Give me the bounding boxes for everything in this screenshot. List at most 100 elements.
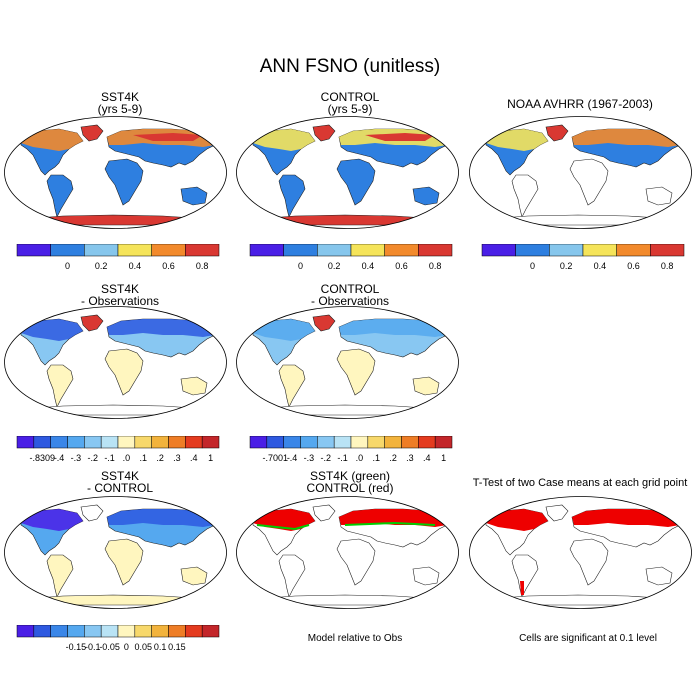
colorbar-tick-label: 0.2: [328, 261, 341, 271]
landmass-australia: [180, 376, 208, 396]
colorbar-swatch: [266, 436, 284, 449]
colorbar-tick-label: .3: [173, 453, 181, 463]
colorbar-tick-label: -.4: [54, 453, 65, 463]
panel-title-line: SST4K: [100, 282, 139, 296]
significant-cells-namerica: [486, 509, 548, 531]
panel-title-line: SST4K: [100, 90, 139, 104]
colorbar-tick-label: 1: [441, 453, 446, 463]
colorbar-swatch: [16, 244, 51, 257]
landmass-samerica: [278, 554, 306, 598]
landmass-greenland: [80, 314, 104, 332]
colorbar-sst4k-minus-control: -0.15-0.1-0.05 0 0.05 0.1 0.15: [16, 625, 220, 652]
colorbar-tick-label: 0.4: [594, 261, 607, 271]
colorbar-tick-label: 1: [208, 453, 213, 463]
colorbar-tick-label: 0.4: [362, 261, 375, 271]
colorbar-tick-label: -.1: [337, 453, 348, 463]
map-control-minus-obs: [236, 306, 459, 419]
colorbar-tick-label: .4: [423, 453, 431, 463]
map-border: [4, 306, 227, 419]
colorbar-swatch: [201, 436, 220, 449]
landmass-australia: [645, 566, 673, 586]
colorbar-swatch: [418, 244, 453, 257]
landmass-africa: [104, 158, 144, 206]
colorbar-swatch: [317, 244, 352, 257]
panel-title-line: CONTROL: [320, 90, 380, 104]
landmass-africa: [569, 158, 609, 206]
landmass-greenland: [312, 504, 336, 522]
landmass-samerica: [46, 174, 74, 218]
colorbar-swatch: [367, 436, 385, 449]
colorbar-swatch: [185, 436, 203, 449]
colorbar-swatch: [117, 436, 136, 449]
colorbar-swatch: [134, 436, 152, 449]
colorbar-tick-label: -.3: [304, 453, 315, 463]
diff-region-eurasia: [107, 509, 217, 527]
map-observations: [469, 116, 692, 229]
colorbar-tick-label: 0.2: [95, 261, 108, 271]
landmass-samerica: [46, 554, 74, 598]
landmass-australia: [180, 566, 208, 586]
landmass-greenland: [545, 124, 569, 142]
colorbar-swatch: [100, 436, 119, 449]
map-control: [236, 116, 459, 229]
landmass-greenland: [312, 314, 336, 332]
landmass-greenland: [80, 124, 104, 142]
landmass-greenland: [80, 504, 104, 522]
colorbar-tick-label: 0.4: [129, 261, 142, 271]
map-border: [469, 496, 692, 609]
landmass-greenland: [545, 504, 569, 522]
colorbar-swatch: [33, 625, 51, 638]
colorbar-swatch: [50, 625, 68, 638]
map-ttest: [469, 496, 692, 609]
snow-cover-eurasia: [572, 129, 682, 147]
colorbar-swatch: [185, 244, 220, 257]
colorbar-swatch: [249, 244, 284, 257]
colorbar-swatch: [84, 625, 102, 638]
map-sst4k: [4, 116, 227, 229]
colorbar-tick-label: .1: [372, 453, 380, 463]
colorbar-tick-label: -.8309: [29, 453, 55, 463]
colorbar-swatch: [67, 436, 85, 449]
landmass-australia: [412, 186, 440, 206]
panel-title-ttest: T-Test of two Case means at each grid po…: [460, 477, 700, 489]
colorbar-tick-label: -.3: [71, 453, 82, 463]
landmass-africa: [336, 158, 376, 206]
colorbar-swatch: [168, 436, 186, 449]
snow-cover-namerica: [253, 129, 315, 151]
colorbar-swatch: [100, 625, 119, 638]
colorbar-swatch: [317, 436, 335, 449]
significant-cells-eurasia: [572, 509, 682, 527]
map-green-red: [236, 496, 459, 609]
colorbar-tick-label: -0.1: [85, 642, 101, 652]
sst4k-snow-edge: [256, 524, 310, 531]
landmass-africa: [569, 538, 609, 586]
diff-region-namerica: [21, 509, 83, 531]
diff-region-eurasia: [339, 319, 449, 337]
colorbar-tick-label: .0: [356, 453, 364, 463]
colorbar-swatch: [33, 436, 51, 449]
colorbar-control-minus-obs: -.7001-.4 -.3 -.2 -.1 .0 .1 .2 .3 .4 1: [249, 436, 453, 463]
colorbar-swatch: [384, 436, 402, 449]
colorbar-tick-label: 0: [124, 642, 129, 652]
map-sst4k-minus-control: [4, 496, 227, 609]
colorbar-swatch: [151, 244, 186, 257]
panel-title-line: (yrs 5-9): [327, 102, 373, 116]
snow-cover-siberia: [365, 133, 435, 141]
colorbar-swatch: [16, 436, 35, 449]
map-border: [4, 116, 227, 229]
panel-title-line: - Observations: [310, 294, 390, 308]
colorbar-swatch: [50, 244, 85, 257]
colorbar-tick-label: 0.6: [627, 261, 640, 271]
snow-cover-namerica: [486, 129, 548, 151]
sst4k-snow-edge: [344, 521, 436, 526]
colorbar-swatch: [84, 436, 102, 449]
colorbar-tick-label: -.4: [287, 453, 298, 463]
colorbar-sst4k: 0 0.2 0.4 0.6 0.8: [16, 244, 220, 271]
landmass-australia: [412, 566, 440, 586]
panel-title-line: - Observations: [80, 294, 160, 308]
landmass-africa: [336, 538, 376, 586]
landmass-australia: [412, 376, 440, 396]
diff-region-eurasia: [107, 319, 217, 337]
colorbar-tick-label: -.2: [320, 453, 331, 463]
colorbar-control: 0 0.2 0.4 0.6 0.8: [249, 244, 453, 271]
